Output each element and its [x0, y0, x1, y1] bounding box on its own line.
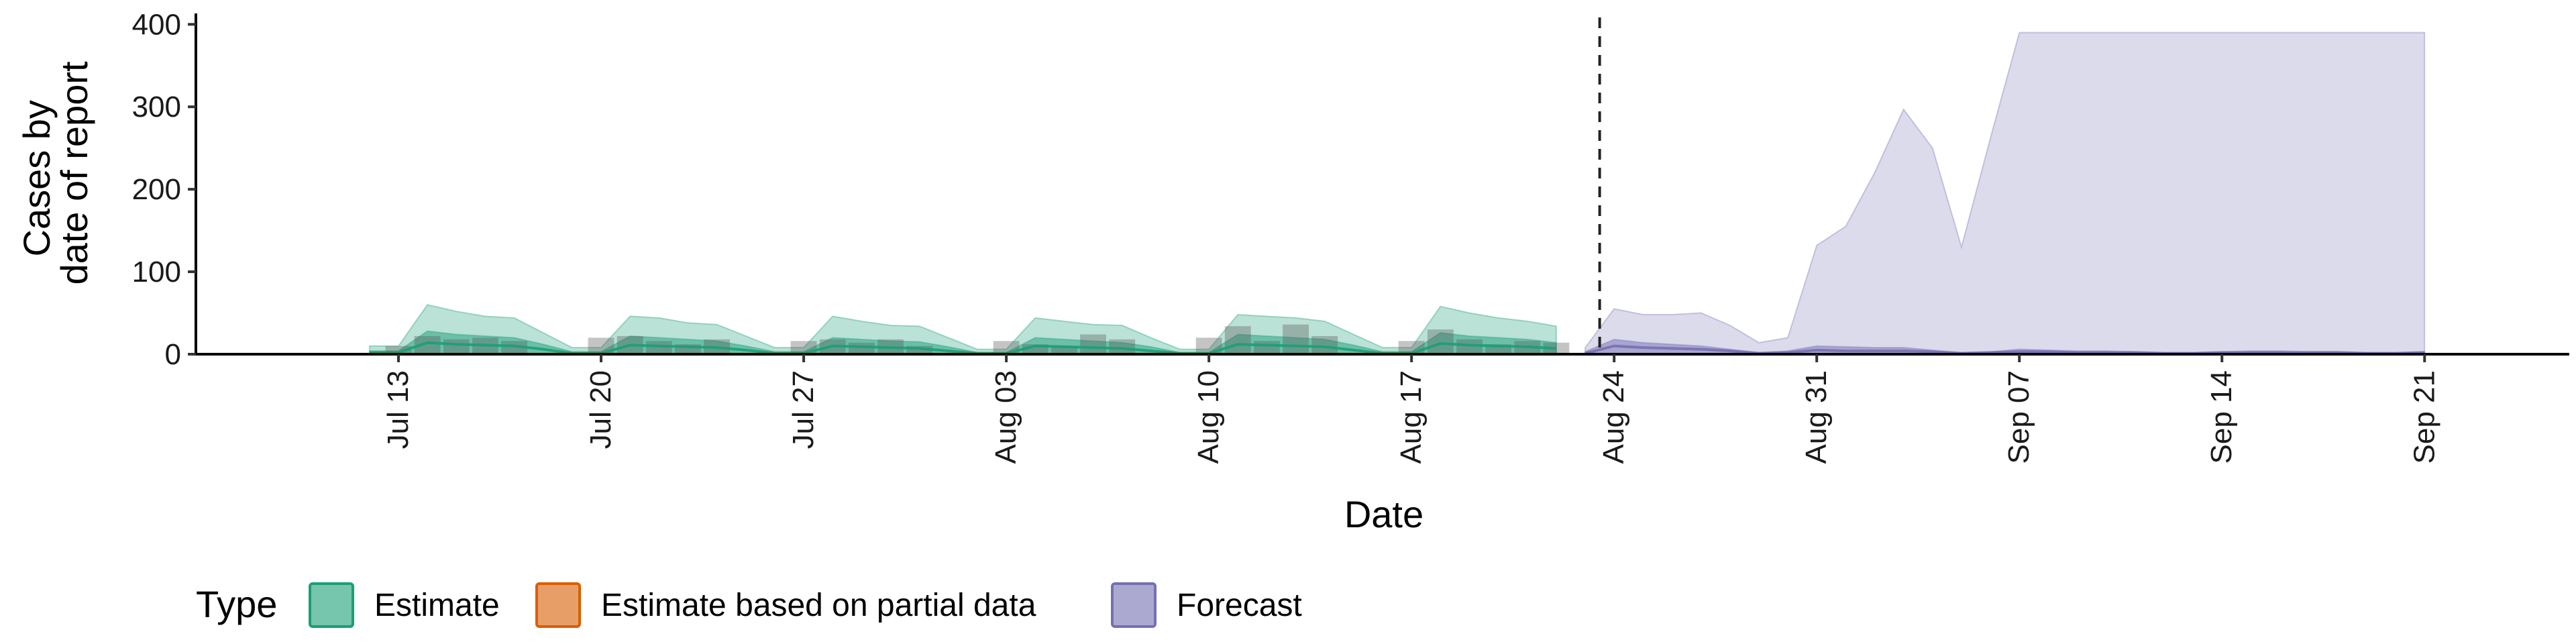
plot-bands	[368, 32, 2426, 355]
forecast-band-90	[1585, 32, 2426, 355]
y-tick-label: 200	[132, 173, 181, 206]
legend-swatch-partial	[535, 582, 581, 628]
y-tick-label: 100	[132, 256, 181, 288]
x-tick-label: Jul 13	[382, 370, 415, 449]
legend-label-estimate: Estimate	[374, 588, 500, 623]
y-tick-label: 400	[132, 8, 181, 41]
observed-bar	[645, 341, 672, 354]
observed-bar	[1080, 334, 1106, 354]
x-tick-label: Aug 03	[989, 370, 1022, 464]
y-tick-label: 300	[132, 91, 181, 123]
x-tick-label: Jul 27	[787, 370, 820, 449]
observed-bar	[1283, 324, 1309, 354]
legend-label-forecast: Forecast	[1177, 588, 1302, 623]
x-tick-label: Jul 20	[584, 370, 617, 449]
legend-swatch-estimate	[309, 582, 354, 628]
x-tick-label: Sep 14	[2205, 370, 2238, 464]
observed-bar	[1456, 339, 1483, 354]
x-tick-label: Aug 10	[1192, 370, 1225, 464]
observed-bar	[1253, 341, 1280, 354]
axes	[195, 13, 2569, 356]
legend-label-partial: Estimate based on partial data	[601, 588, 1036, 623]
forecast-median-line	[1585, 344, 2425, 355]
observed-bar	[443, 339, 470, 354]
x-tick-label: Aug 17	[1395, 370, 1428, 464]
observed-bar	[501, 341, 528, 354]
legend-swatch-forecast	[1111, 582, 1157, 628]
x-axis-title: Date	[1344, 493, 1424, 535]
x-tick-label: Sep 07	[2002, 370, 2035, 464]
y-tick-label: 0	[165, 338, 181, 371]
x-tick-label: Aug 31	[1800, 370, 1833, 464]
estimate-median-line	[369, 341, 1556, 355]
legend-title: Type	[196, 583, 277, 625]
observed-bar	[1311, 335, 1338, 354]
observed-bar	[848, 342, 875, 354]
observed-bar	[1224, 326, 1251, 354]
legend: Type Estimate Estimate based on partial …	[196, 582, 1302, 628]
y-axis-title-line-1: Cases by	[15, 100, 58, 256]
x-axis-ticks: Jul 13 Jul 20 Jul 27 Aug 03 Aug 10 Aug 17 Aug …	[382, 354, 2440, 464]
y-axis-ticks: 0 100 200 300 400	[132, 8, 196, 371]
x-tick-label: Sep 21	[2408, 370, 2440, 464]
y-axis-title: Cases by date of report	[15, 61, 95, 285]
x-tick-label: Aug 24	[1597, 370, 1630, 464]
observed-bar	[1427, 329, 1454, 354]
y-axis-title-line-2: date of report	[53, 61, 95, 285]
median-lines	[369, 341, 2425, 355]
observed-bar	[1109, 339, 1136, 354]
